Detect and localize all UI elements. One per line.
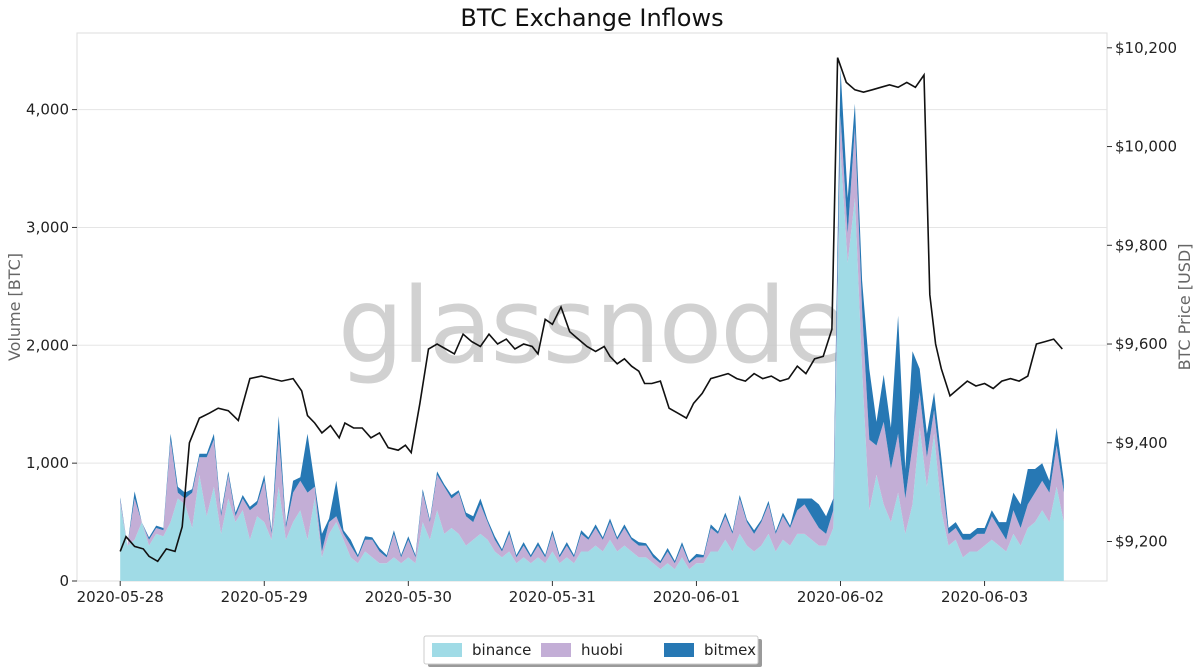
y2-tick-label-5: $10,200	[1115, 39, 1177, 57]
x-tick-label-4: 2020-06-01	[653, 588, 740, 606]
y2-tick-label-4: $10,000	[1115, 138, 1177, 156]
x-tick-label-1: 2020-05-29	[221, 588, 308, 606]
y2-tick-label-2: $9,600	[1115, 335, 1168, 353]
price-line-group	[119, 57, 1063, 563]
y-tick-label-1: 1,000	[26, 454, 69, 472]
x-tick-label-0: 2020-05-28	[77, 588, 164, 606]
y2-tick-label-1: $9,400	[1115, 434, 1168, 452]
legend-label-huobi: huobi	[581, 641, 623, 659]
y-axis-right: $9,200 $9,400 $9,600 $9,800 $10,000 $10,200	[1107, 39, 1177, 551]
legend-label-binance: binance	[472, 641, 531, 659]
area-binance	[120, 150, 1064, 582]
x-tick-label-5: 2020-06-02	[797, 588, 884, 606]
y-tick-label-3: 3,000	[26, 218, 69, 236]
legend: binance huobi bitmex	[423, 635, 762, 667]
y2-tick-label-3: $9,800	[1115, 236, 1168, 254]
y2-axis-title: BTC Price [USD]	[1175, 244, 1194, 371]
legend-label-bitmex: bitmex	[704, 641, 756, 659]
x-axis: 2020-05-28 2020-05-29 2020-05-30 2020-05-31…	[77, 581, 1028, 606]
legend-swatch-bitmex	[664, 643, 694, 657]
chart-title: BTC Exchange Inflows	[460, 4, 723, 32]
y-tick-label-4: 4,000	[26, 101, 69, 119]
stacked-areas	[120, 68, 1064, 582]
price-line	[119, 57, 1063, 563]
legend-swatch-huobi	[541, 643, 571, 657]
y-tick-label-0: 0	[59, 572, 69, 590]
y2-tick-label-0: $9,200	[1115, 533, 1168, 551]
legend-swatch-binance	[432, 643, 462, 657]
y-axis-left: 0 1,000 2,000 3,000 4,000	[26, 101, 77, 590]
watermark-logo: glassnode	[338, 265, 847, 387]
x-tick-label-2: 2020-05-30	[365, 588, 452, 606]
y-axis-title: Volume [BTC]	[5, 253, 24, 361]
y-tick-label-2: 2,000	[26, 336, 69, 354]
x-tick-label-6: 2020-06-03	[941, 588, 1028, 606]
x-tick-label-3: 2020-05-31	[509, 588, 596, 606]
